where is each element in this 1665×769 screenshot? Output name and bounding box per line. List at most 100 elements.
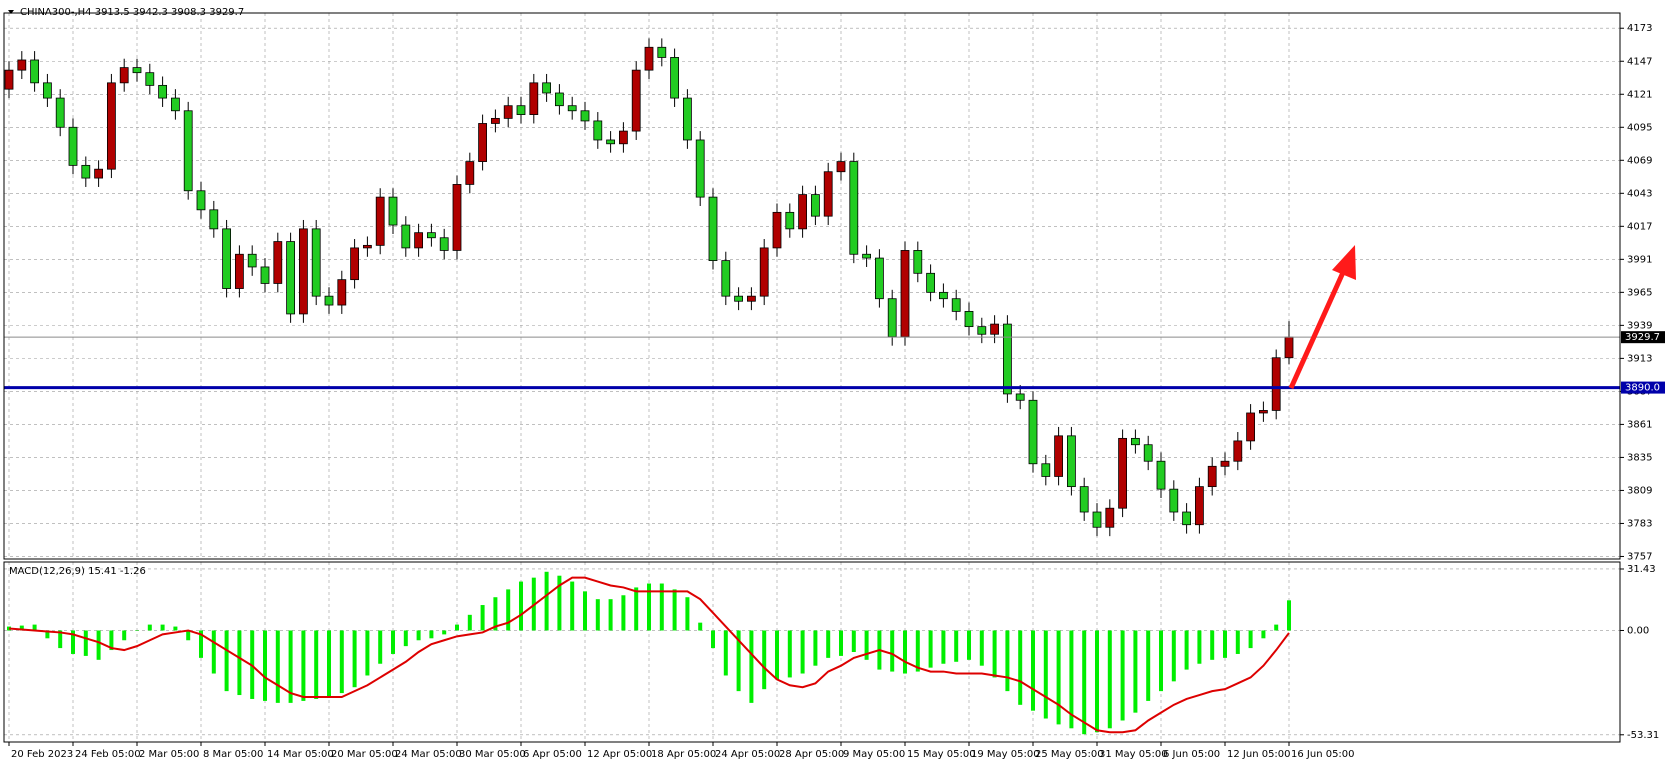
macd-bar [1261, 630, 1266, 639]
macd-bar [787, 630, 792, 678]
candle-body [401, 224, 411, 249]
macd-bar [109, 630, 114, 651]
macd-bar [775, 630, 779, 680]
macd-bar [698, 622, 703, 631]
macd-bar [339, 630, 344, 694]
candle-body [580, 110, 590, 122]
candle-body [426, 232, 436, 239]
candle-body [94, 168, 103, 179]
macd-bar [1184, 630, 1189, 670]
macd-bar [224, 630, 229, 692]
candle-body [1028, 399, 1038, 465]
candle-body [452, 184, 462, 251]
y-tick-label: 3809 [1627, 485, 1652, 496]
candle-body [772, 211, 782, 249]
candle-body [81, 164, 91, 179]
candle-body [1079, 486, 1089, 513]
macd-bar [621, 595, 626, 631]
candle-body [170, 97, 180, 112]
candle-body [68, 126, 78, 166]
current-price-box [1621, 331, 1665, 344]
x-tick-label: 9 May 05:00 [843, 749, 905, 760]
candle-body [183, 110, 193, 192]
menu-triangle[interactable] [8, 10, 14, 14]
candle-body [875, 257, 884, 300]
macd-bar [672, 589, 677, 631]
x-tick-label: 28 Apr 05:00 [779, 749, 844, 760]
macd-bar [45, 630, 50, 639]
candle-body [222, 228, 232, 289]
macd-bar [608, 599, 613, 631]
macd-bar [160, 624, 165, 631]
macd-bar [1031, 630, 1035, 711]
macd-bar [83, 630, 88, 656]
x-tick-label: 19 May 05:00 [971, 749, 1040, 760]
candle-body [964, 310, 974, 328]
macd-bar [416, 630, 421, 641]
candle-body [298, 228, 308, 315]
macd-bar [455, 624, 459, 631]
candle-body [132, 67, 142, 74]
candle-body [516, 105, 526, 115]
macd-bar [1159, 630, 1163, 692]
candle-body [721, 260, 731, 297]
macd-bar [122, 630, 127, 641]
candle-body [1003, 323, 1012, 395]
y-tick-label: 4147 [1627, 56, 1652, 67]
x-tick-label: 25 May 05:00 [1035, 749, 1104, 760]
candle-body [1246, 412, 1255, 442]
y-tick-label: 3939 [1627, 320, 1652, 331]
x-tick-label: 6 Apr 05:00 [523, 749, 582, 760]
candle-body [555, 92, 564, 107]
macd-bar [762, 630, 767, 690]
macd-bar [19, 625, 24, 631]
macd-bar [1210, 630, 1215, 660]
level-box [1621, 381, 1665, 394]
candle-body [414, 232, 424, 249]
candle-body [747, 295, 756, 302]
macd-bar [941, 630, 946, 664]
macd-bar [685, 597, 690, 631]
macd-signal-line [8, 576, 1290, 734]
y-tick-label: 3965 [1627, 287, 1652, 298]
chart-title: CHINA300-,H4 3913.5 3942.3 3908.3 3929.7 [20, 7, 244, 18]
macd-bar [1197, 630, 1202, 664]
candle-body [478, 123, 488, 162]
y-tick-label: 3835 [1627, 452, 1652, 463]
candle-body [247, 253, 257, 268]
macd-bar [493, 597, 498, 631]
candle-body [196, 190, 206, 211]
macd-tick-label: -53.31 [1627, 730, 1659, 741]
x-tick-label: 24 Feb 05:00 [75, 749, 141, 760]
macd-bar [800, 630, 805, 674]
macd-bar [1120, 630, 1125, 721]
candle-body [900, 250, 910, 338]
macd-bar [237, 630, 242, 696]
macd-bar [263, 630, 267, 701]
candle-body [849, 161, 859, 255]
macd-bar [1082, 630, 1087, 735]
macd-bar [403, 630, 408, 647]
x-tick-label: 12 Apr 05:00 [587, 749, 652, 760]
macd-bar [1287, 600, 1291, 631]
candle-body [708, 196, 718, 262]
candle-body [388, 196, 398, 226]
candle-body [951, 298, 961, 312]
level-label: 3890.0 [1625, 383, 1660, 394]
candle-body [1143, 444, 1153, 462]
x-tick-label: 14 Mar 05:00 [267, 749, 334, 760]
x-tick-label: 18 Apr 05:00 [651, 749, 716, 760]
candle-body [337, 279, 347, 306]
candle-body [119, 67, 129, 84]
x-tick-label: 15 May 05:00 [907, 749, 976, 760]
candle-body [1041, 463, 1051, 477]
macd-bar [1146, 630, 1151, 701]
candle-body [798, 194, 807, 230]
macd-frame [3, 561, 1621, 743]
current-price-label: 3929.7 [1625, 332, 1660, 343]
x-tick-label: 2 Mar 05:00 [139, 749, 199, 760]
candle-body [1156, 460, 1166, 490]
macd-bar [634, 587, 639, 631]
candle-body [670, 57, 679, 99]
